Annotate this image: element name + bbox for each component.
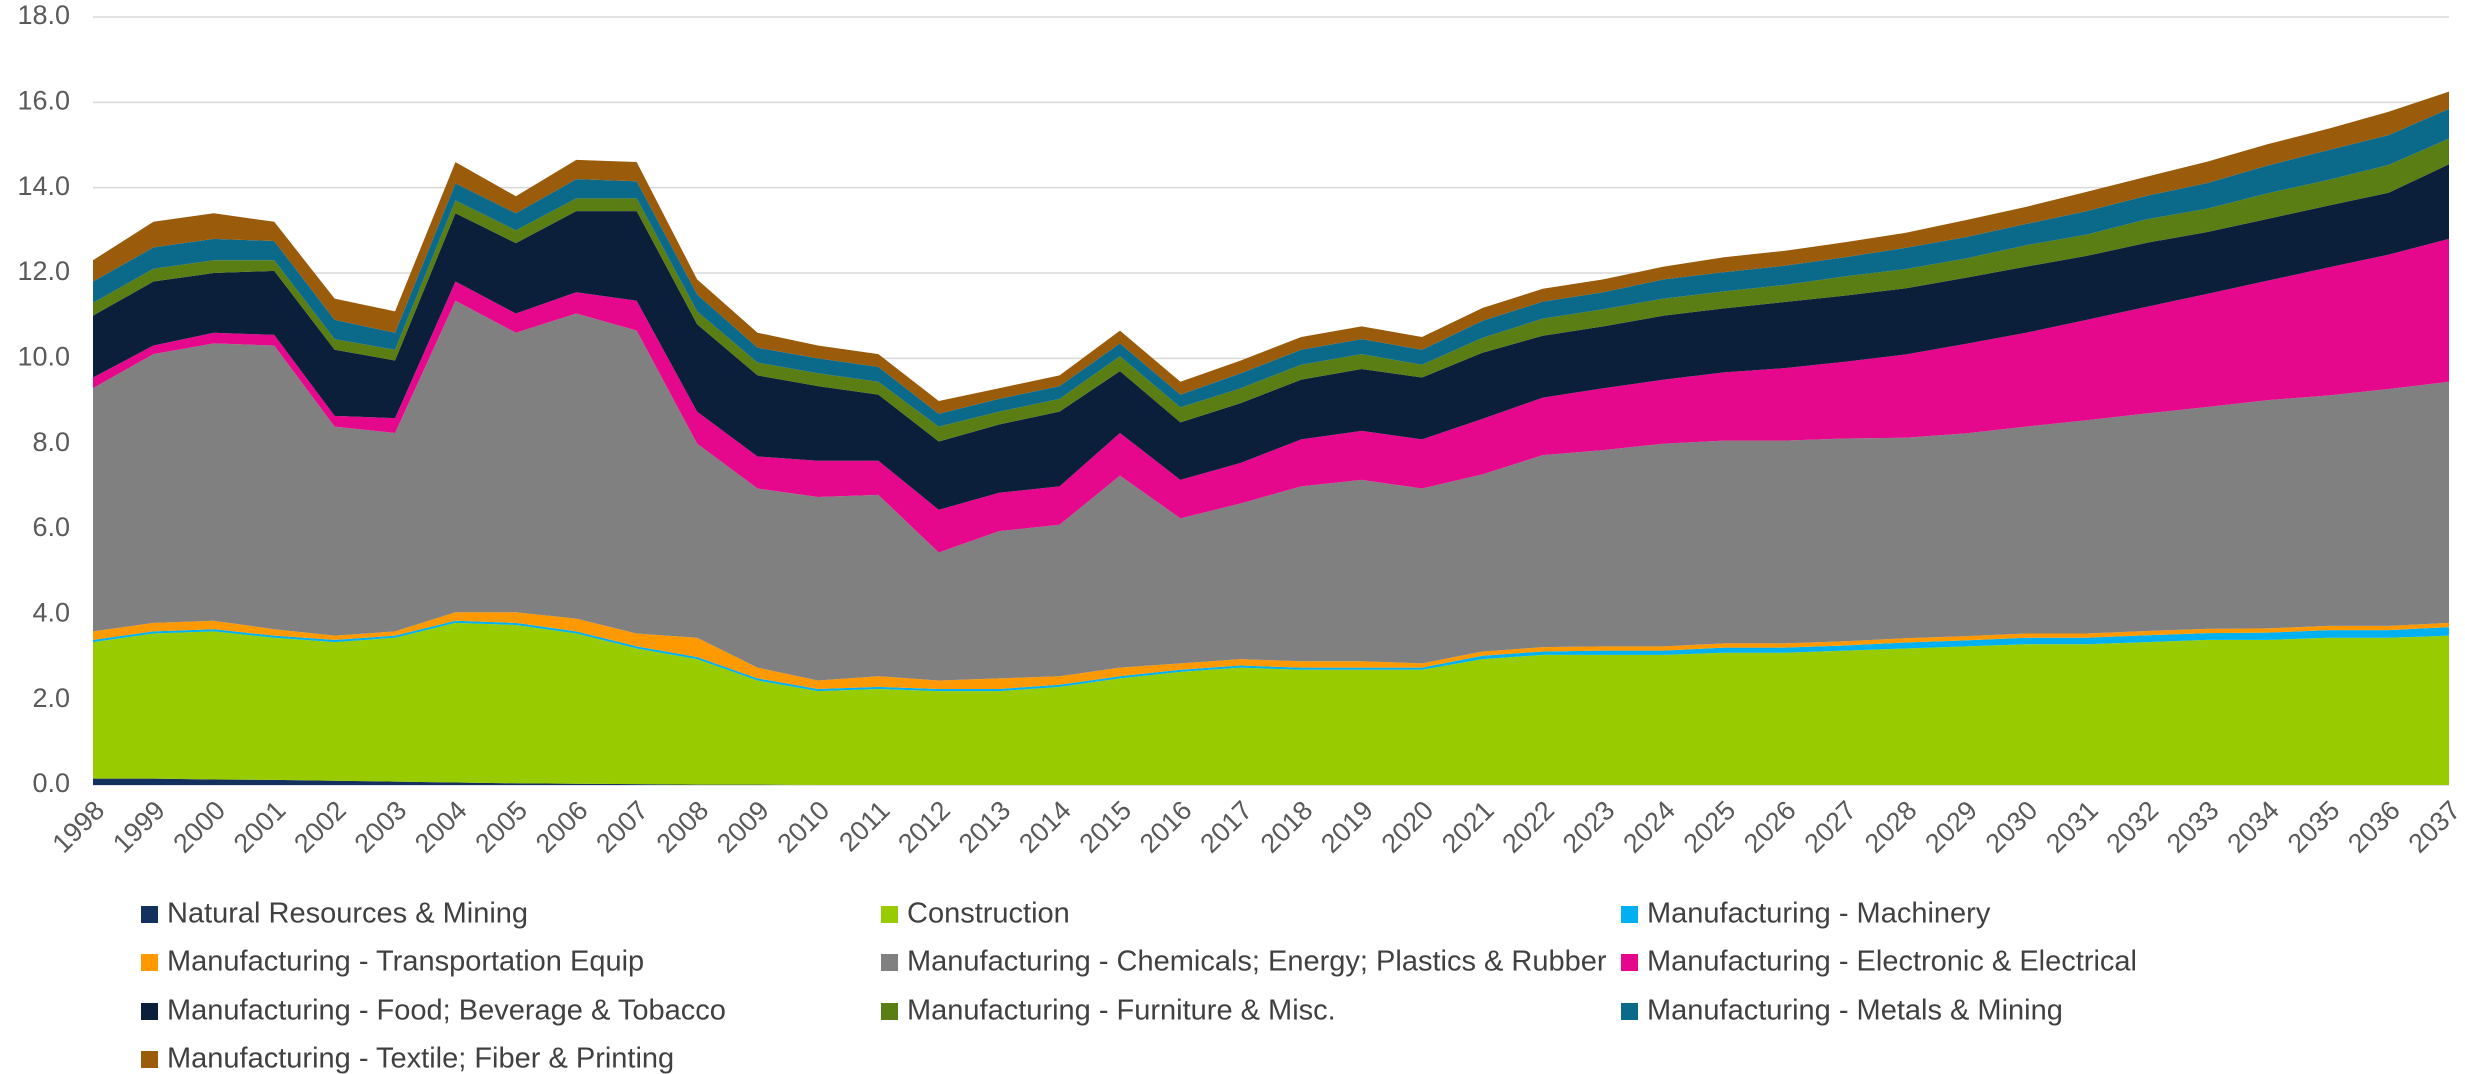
y-tick-label: 14.0 — [17, 171, 70, 201]
legend-label: Manufacturing - Transportation Equip — [167, 946, 644, 978]
x-tick-label: 2036 — [2342, 795, 2406, 859]
x-tick-label: 2034 — [2221, 795, 2285, 859]
x-tick-label: 2024 — [1617, 795, 1681, 859]
x-tick-label: 2007 — [590, 795, 654, 859]
y-tick-label: 8.0 — [32, 427, 70, 457]
x-tick-label: 2008 — [651, 795, 715, 859]
legend-label: Manufacturing - Machinery — [1647, 898, 1991, 930]
x-tick-label: 2018 — [1255, 795, 1319, 859]
legend-swatch — [1621, 906, 1638, 923]
legend-label: Manufacturing - Textile; Fiber & Printin… — [167, 1043, 674, 1074]
area — [93, 300, 2449, 681]
y-tick-label: 4.0 — [32, 597, 70, 627]
legend-label: Manufacturing - Metals & Mining — [1647, 995, 2063, 1027]
x-tick-label: 2033 — [2161, 795, 2225, 859]
x-tick-label: 2001 — [228, 795, 292, 859]
y-tick-label: 0.0 — [32, 768, 70, 798]
y-tick-label: 2.0 — [32, 683, 70, 713]
x-tick-label: 2026 — [1738, 795, 1802, 859]
legend-swatch — [881, 1003, 898, 1020]
x-tick-label: 2028 — [1859, 795, 1923, 859]
x-tick-label: 2016 — [1134, 795, 1198, 859]
legend-swatch — [881, 906, 898, 923]
x-tick-label: 2029 — [1919, 795, 1983, 859]
x-tick-label: 2032 — [2101, 795, 2165, 859]
x-tick-label: 2019 — [1315, 795, 1379, 859]
x-tick-label: 2017 — [1194, 795, 1258, 859]
x-tick-label: 2014 — [1013, 795, 1077, 859]
legend-label: Manufacturing - Furniture & Misc. — [907, 995, 1336, 1027]
x-tick-label: 2031 — [2040, 795, 2104, 859]
legend-swatch — [141, 1003, 158, 1020]
x-tick-label: 2004 — [409, 795, 473, 859]
x-tick-label: 2013 — [953, 795, 1017, 859]
x-tick-label: 2030 — [1980, 795, 2044, 859]
area — [93, 622, 2449, 785]
x-tick-label: 2037 — [2403, 795, 2465, 859]
x-tick-label: 2023 — [1557, 795, 1621, 859]
area — [93, 91, 2449, 414]
legend-label: Natural Resources & Mining — [167, 898, 528, 930]
area — [93, 778, 2449, 785]
x-tick-label: 2025 — [1678, 795, 1742, 859]
x-tick-label: 2022 — [1496, 795, 1560, 859]
y-tick-label: 12.0 — [17, 256, 70, 286]
x-tick-label: 2020 — [1376, 795, 1440, 859]
legend-label: Manufacturing - Food; Beverage & Tobacco — [167, 995, 726, 1027]
x-tick-label: 2021 — [1436, 795, 1500, 859]
legend-label: Manufacturing - Electronic & Electrical — [1647, 946, 2137, 978]
legend-label: Construction — [907, 898, 1070, 930]
x-tick-label: 2000 — [167, 795, 231, 859]
area — [93, 238, 2449, 553]
x-tick-label: 2003 — [349, 795, 413, 859]
legend-swatch — [141, 954, 158, 971]
x-tick-label: 2005 — [469, 795, 533, 859]
x-tick-label: 2009 — [711, 795, 775, 859]
x-tick-label: 2011 — [833, 795, 895, 857]
x-tick-label: 1998 — [47, 795, 111, 859]
legend-label: Manufacturing - Chemicals; Energy; Plast… — [907, 946, 1607, 978]
x-tick-label: 2002 — [288, 795, 352, 859]
area — [93, 164, 2449, 510]
legend-swatch — [1621, 954, 1638, 971]
x-tick-label: 2010 — [772, 795, 836, 859]
y-tick-label: 16.0 — [17, 85, 70, 115]
legend-swatch — [1621, 1003, 1638, 1020]
legend-swatch — [881, 954, 898, 971]
x-tick-label: 2012 — [892, 795, 956, 859]
legend-swatch — [141, 1051, 158, 1068]
x-tick-label: 2027 — [1798, 795, 1862, 859]
x-tick-label: 2035 — [2282, 795, 2346, 859]
x-tick-label: 2015 — [1074, 795, 1138, 859]
y-tick-label: 6.0 — [32, 512, 70, 542]
y-tick-label: 10.0 — [17, 341, 70, 371]
legend-swatch — [141, 906, 158, 923]
area — [93, 108, 2449, 427]
y-tick-label: 18.0 — [17, 0, 70, 30]
area — [93, 138, 2449, 442]
x-tick-label: 1999 — [107, 795, 171, 859]
x-tick-label: 2006 — [530, 795, 594, 859]
